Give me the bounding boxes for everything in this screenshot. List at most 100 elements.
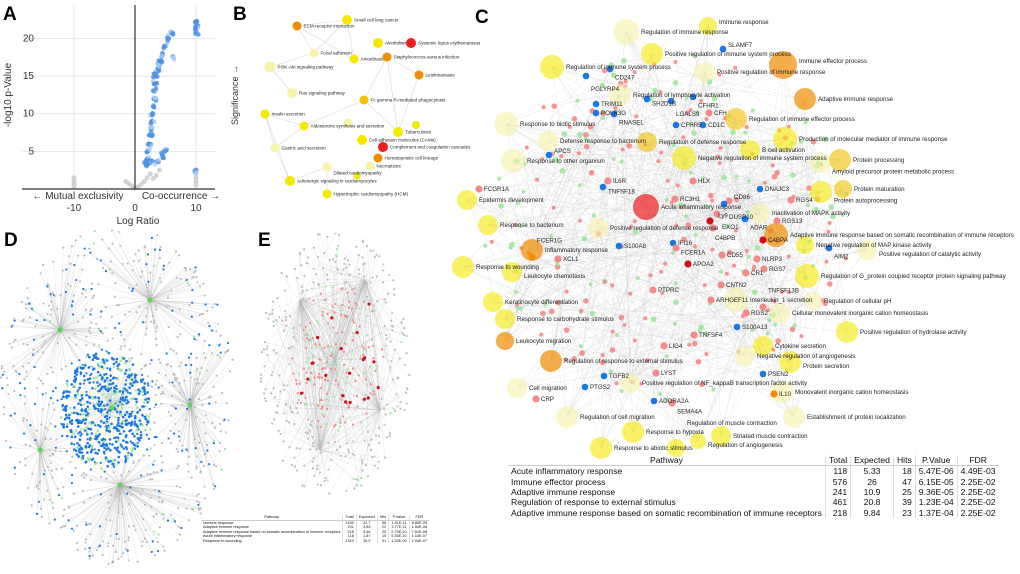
network-node [76, 370, 79, 373]
network-node [343, 281, 346, 284]
gene-node [549, 234, 554, 239]
network-edge [161, 385, 191, 406]
panel-label-c: C [475, 7, 489, 28]
network-node [43, 319, 46, 322]
term-gene-edge [631, 162, 821, 227]
network-node [292, 372, 295, 375]
network-node [147, 375, 150, 378]
network-edge [263, 349, 321, 451]
network-node [161, 390, 164, 393]
y-tick-label: 5 [28, 146, 34, 157]
network-node [141, 413, 144, 417]
gene-label: CD1C [708, 122, 725, 129]
table-cell: 20.9 [355, 538, 378, 544]
go-term-node [769, 51, 797, 79]
go-term-label: Protein secretion [803, 363, 850, 370]
network-node [320, 398, 323, 402]
network-node [197, 434, 200, 437]
term-gene-edge [466, 199, 712, 301]
network-node [160, 441, 163, 445]
go-term-node [495, 309, 515, 329]
term-gene-edge [825, 249, 868, 304]
network-node [365, 412, 368, 415]
gene-label: SH2D1B [652, 100, 676, 107]
network-node [168, 261, 171, 264]
network-node [130, 373, 133, 376]
network-node [147, 399, 151, 403]
network-node [150, 550, 153, 554]
term-gene-edge [687, 98, 806, 265]
gene-node [555, 299, 562, 306]
go-term-node [753, 336, 773, 356]
network-node [95, 461, 98, 465]
network-edge [111, 404, 136, 409]
gene-node [689, 93, 697, 101]
network-node [323, 346, 326, 349]
network-edge [147, 254, 151, 301]
network-node [198, 441, 201, 444]
network-edge [285, 310, 336, 361]
term-gene-edge [637, 277, 677, 449]
network-node [212, 463, 216, 466]
pathway-node [378, 142, 388, 152]
network-node [50, 366, 53, 369]
network-node [37, 377, 40, 380]
network-node [152, 463, 155, 466]
network-edge [334, 359, 372, 451]
table-cell: 9.36E-05 [914, 486, 958, 498]
gene-node [684, 95, 689, 100]
network-node [334, 232, 337, 235]
network-node [84, 418, 88, 422]
gene-node [681, 236, 687, 243]
gene-node [762, 180, 767, 185]
network-node [197, 493, 200, 496]
network-node [367, 302, 371, 306]
network-node [122, 357, 125, 360]
table-cell: 218 [824, 507, 851, 518]
gene-label: RGS4 [796, 197, 813, 204]
network-node [106, 385, 110, 388]
network-node [214, 401, 217, 404]
network-edge [149, 285, 190, 301]
network-edge [39, 449, 73, 457]
gene-node [664, 354, 669, 359]
go-term-node [810, 153, 830, 173]
network-node [210, 352, 214, 355]
go-term-node [724, 288, 748, 312]
network-node [105, 395, 109, 399]
network-node [61, 403, 65, 407]
table-cell: 118 [824, 465, 851, 477]
network-node [97, 396, 100, 400]
network-node [178, 382, 181, 385]
network-node [4, 439, 8, 443]
network-node [133, 376, 137, 379]
network-edge [39, 439, 57, 451]
network-node [119, 345, 123, 348]
network-node [376, 467, 380, 470]
term-gene-edge [548, 154, 791, 363]
network-node [187, 470, 190, 473]
network-edge [318, 279, 366, 284]
gene-node [489, 239, 494, 244]
network-node [46, 283, 49, 286]
network-node [89, 468, 92, 471]
network-node [82, 374, 86, 378]
network-node [149, 413, 152, 416]
network-node [270, 373, 273, 377]
gene-node [672, 244, 680, 252]
term-gene-edge [516, 156, 719, 389]
network-node [99, 444, 103, 448]
term-gene-edge [632, 165, 773, 433]
network-edge [299, 299, 343, 396]
y-tick-label: 15 [23, 71, 35, 82]
gene-node [643, 316, 648, 321]
go-term-node [834, 180, 852, 198]
network-edge [31, 449, 41, 506]
network-edge [116, 299, 151, 306]
scatter-point [143, 158, 149, 163]
network-node [133, 416, 137, 420]
network-node [56, 399, 59, 402]
network-edge [319, 395, 366, 451]
network-node [181, 403, 184, 407]
network-edge [1, 329, 61, 367]
